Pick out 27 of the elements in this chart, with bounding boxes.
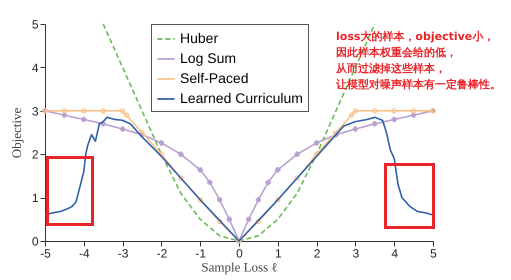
legend-label: Learned Curriculum bbox=[180, 90, 303, 106]
y-tick-label: 4 bbox=[32, 60, 39, 75]
x-tick-label: 5 bbox=[430, 246, 438, 260]
x-tick-label: 3 bbox=[352, 246, 360, 260]
legend-label: Self-Paced bbox=[180, 70, 248, 86]
x-tick-label: -5 bbox=[40, 246, 52, 260]
x-axis-title: Sample Loss ℓ bbox=[201, 260, 278, 274]
x-tick-label: 2 bbox=[314, 246, 321, 260]
legend-label: Log Sum bbox=[180, 50, 236, 66]
x-tick-label: 1 bbox=[274, 246, 282, 260]
y-tick-label: 5 bbox=[32, 18, 39, 32]
x-tick-label: 4 bbox=[391, 246, 398, 260]
y-tick-label: 3 bbox=[32, 104, 39, 118]
y-tick-label: 2 bbox=[32, 148, 39, 162]
y-axis-title: Objective bbox=[8, 108, 24, 158]
x-tick-label: -1 bbox=[195, 246, 206, 260]
x-tick-label: 0 bbox=[236, 246, 244, 260]
legend-label: Huber bbox=[180, 30, 218, 46]
annotation: 让模型对噪声样本有一定鲁棒性。 bbox=[336, 77, 501, 93]
x-tick-label: -4 bbox=[78, 246, 90, 260]
y-tick-label: 1 bbox=[32, 191, 39, 206]
y-tick-label: 0 bbox=[32, 234, 39, 248]
x-tick-label: -2 bbox=[156, 246, 168, 260]
annotation: loss大的样本，objective小， bbox=[336, 29, 496, 45]
x-tick-label: -3 bbox=[118, 246, 129, 260]
annotation: 因此样本权重会给的低， bbox=[336, 45, 458, 61]
annotation: 从而过滤掉这些样本， bbox=[336, 61, 447, 77]
